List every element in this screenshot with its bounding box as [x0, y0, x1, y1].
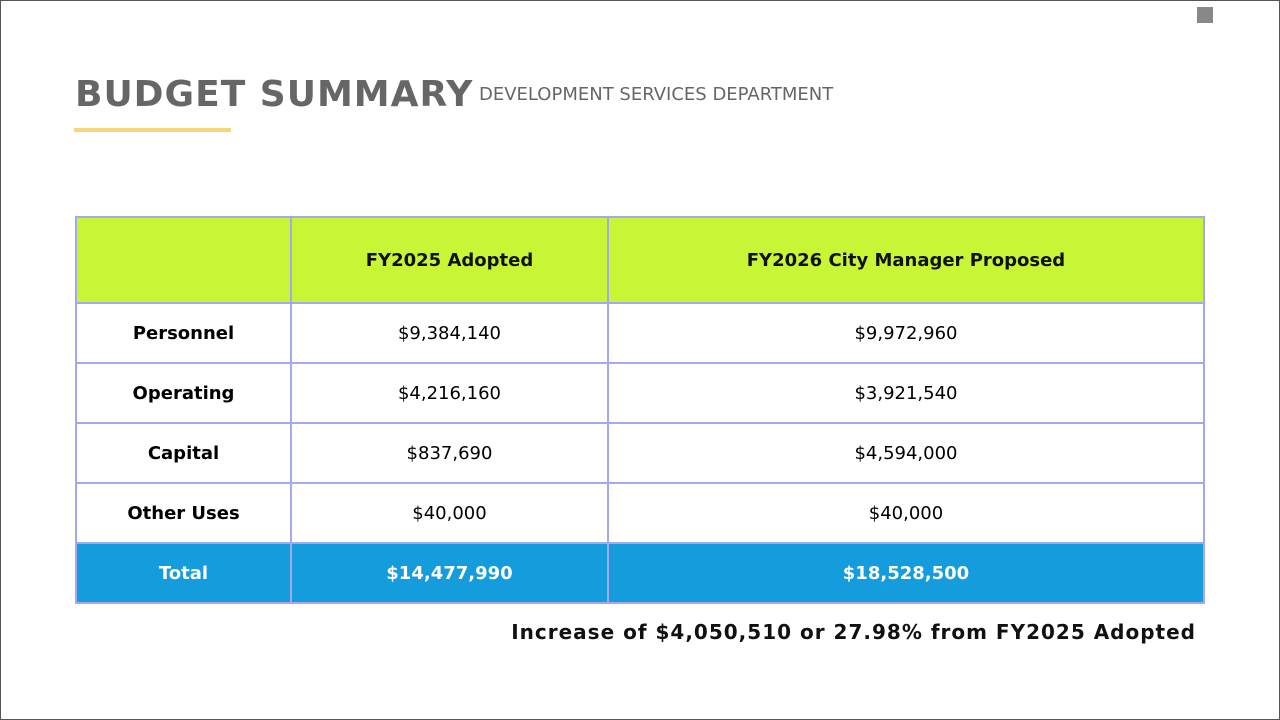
total-cell: $14,477,990	[290, 542, 609, 604]
total-row: Total $14,477,990 $18,528,500	[74, 542, 1206, 604]
row-label: Capital	[74, 422, 293, 484]
column-header: FY2025 Adopted	[290, 216, 609, 304]
note: Increase of $4,050,510 or 27.98% from FY…	[511, 620, 1196, 644]
cell: $837,690	[290, 422, 609, 484]
column-header	[74, 216, 293, 304]
cell: $9,972,960	[606, 302, 1206, 364]
cell: $4,216,160	[290, 362, 609, 424]
total-cell: $18,528,500	[606, 542, 1206, 604]
column-header: FY2026 City Manager Proposed	[606, 216, 1206, 304]
header-row: FY2025 Adopted FY2026 City Manager Propos…	[74, 216, 1206, 304]
budget-table: FY2025 Adopted FY2026 City Manager Propos…	[74, 216, 1206, 604]
row: Personnel $9,384,140 $9,972,960	[74, 302, 1206, 364]
row: Capital $837,690 $4,594,000	[74, 422, 1206, 484]
row-label: Operating	[74, 362, 293, 424]
row-label: Other Uses	[74, 482, 293, 544]
cell: $3,921,540	[606, 362, 1206, 424]
fullscreen-icon[interactable]	[1197, 7, 1213, 23]
row: Operating $4,216,160 $3,921,540	[74, 362, 1206, 424]
cell: $40,000	[290, 482, 609, 544]
table-body: Personnel $9,384,140 $9,972,960 Operating $4…	[74, 302, 1206, 604]
cell: $4,594,000	[606, 422, 1206, 484]
title: BUDGET SUMMARY	[75, 74, 474, 115]
cell: $9,384,140	[290, 302, 609, 364]
total-cell: Total	[74, 542, 293, 604]
accent-bar	[74, 128, 231, 132]
row: Other Uses $40,000 $40,000	[74, 482, 1206, 544]
subtitle: DEVELOPMENT SERVICES DEPARTMENT	[479, 84, 834, 105]
row-label: Personnel	[74, 302, 293, 364]
cell: $40,000	[606, 482, 1206, 544]
